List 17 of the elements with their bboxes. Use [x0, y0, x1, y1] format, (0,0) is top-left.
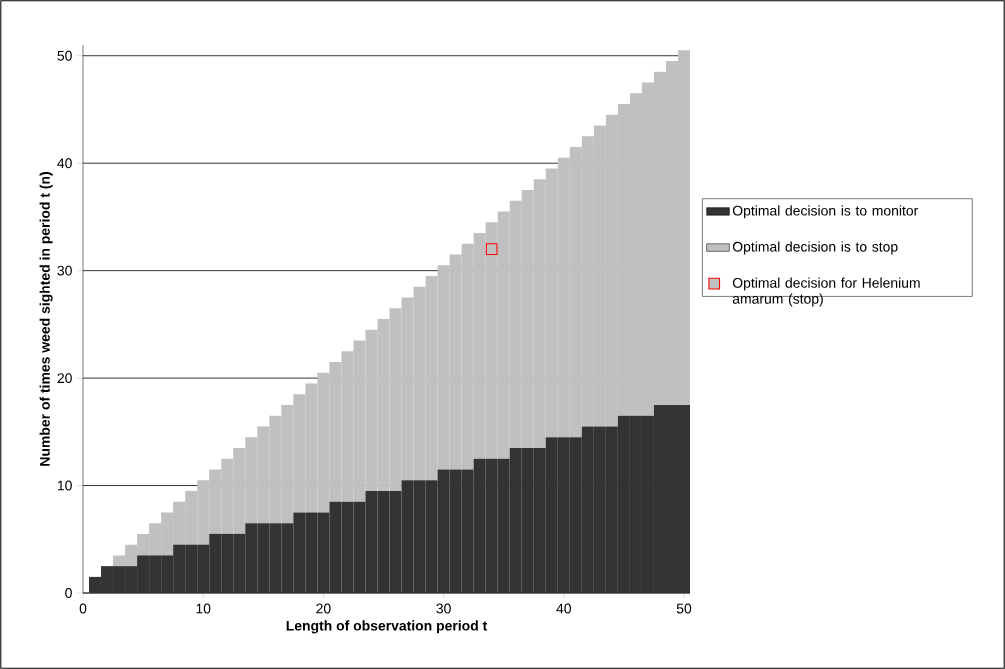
y-tick-label: 20	[57, 373, 72, 384]
legend-label: Optimal decision is to stop	[732, 241, 898, 255]
y-axis-title: Number of times weed sighted in period t (n)	[39, 172, 53, 466]
x-tick-label: 50	[676, 603, 692, 614]
legend-label: Optimal decision is to monitor	[732, 205, 919, 219]
y-tick-label: 40	[57, 158, 72, 169]
legend-label: Optimal decision for Helenium amarum (stop)	[732, 277, 920, 307]
x-tick-label: 30	[436, 603, 451, 614]
x-tick-label: 40	[556, 603, 571, 614]
y-tick-label: 0	[65, 588, 72, 598]
x-tick-label: 0	[79, 603, 87, 614]
y-tick-label: 50	[57, 50, 72, 61]
x-tick-label: 10	[196, 603, 211, 614]
x-tick-label: 20	[316, 603, 331, 614]
y-tick-label: 10	[57, 480, 72, 491]
x-axis-title: Length of observation period t	[286, 620, 488, 634]
y-tick-label: 30	[57, 265, 72, 276]
